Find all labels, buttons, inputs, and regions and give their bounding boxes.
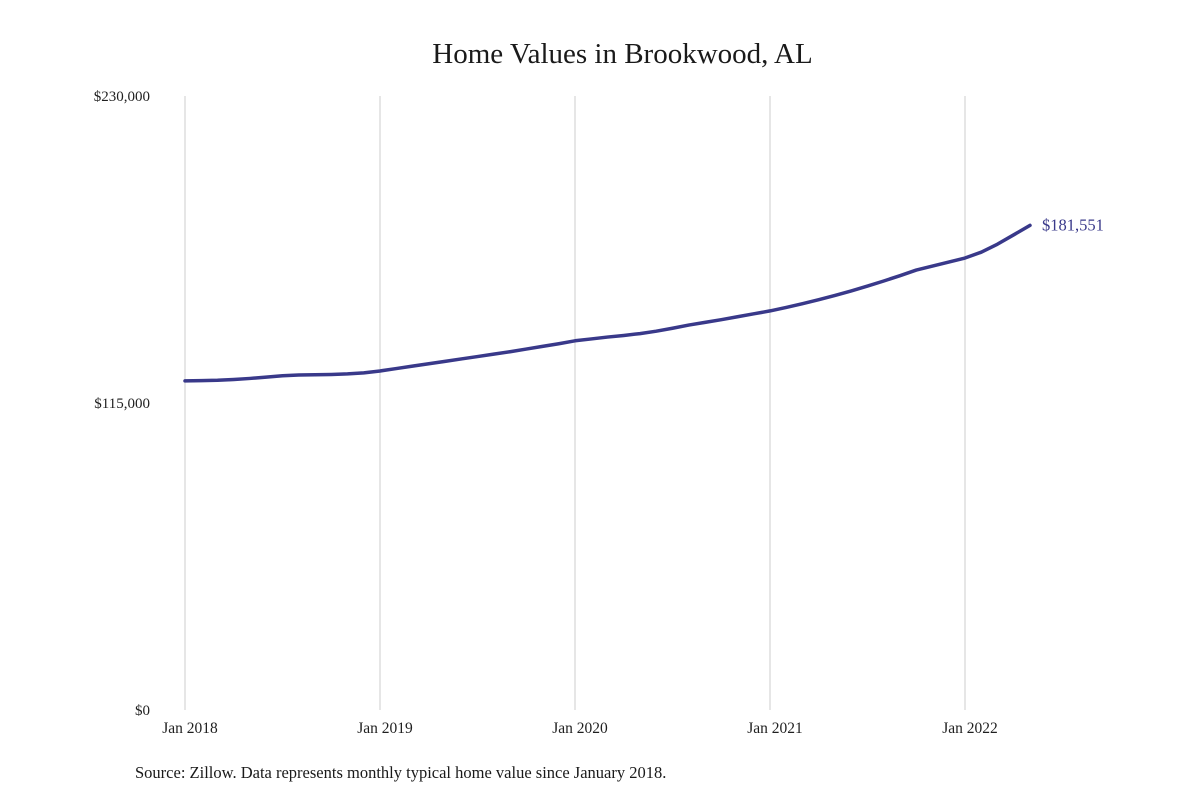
chart-title: Home Values in Brookwood, AL (432, 38, 813, 70)
y-tick-label: $115,000 (94, 396, 150, 412)
source-note: Source: Zillow. Data represents monthly … (135, 763, 667, 782)
series-line (183, 223, 1032, 383)
y-tick-label: $230,000 (94, 89, 150, 105)
x-tick-label: Jan 2022 (942, 720, 998, 737)
end-value-label: $181,551 (1042, 215, 1104, 234)
x-tick-label: Jan 2018 (162, 720, 218, 737)
x-tick-label: Jan 2020 (552, 720, 608, 737)
x-tick-label: Jan 2019 (357, 720, 413, 737)
y-tick-label: $0 (135, 703, 150, 719)
home-values-line-chart: Jan 2018 Jan 2019 Jan 2020 Jan 2021 Jan 2022… (94, 89, 1104, 737)
x-tick-label: Jan 2021 (747, 720, 803, 737)
